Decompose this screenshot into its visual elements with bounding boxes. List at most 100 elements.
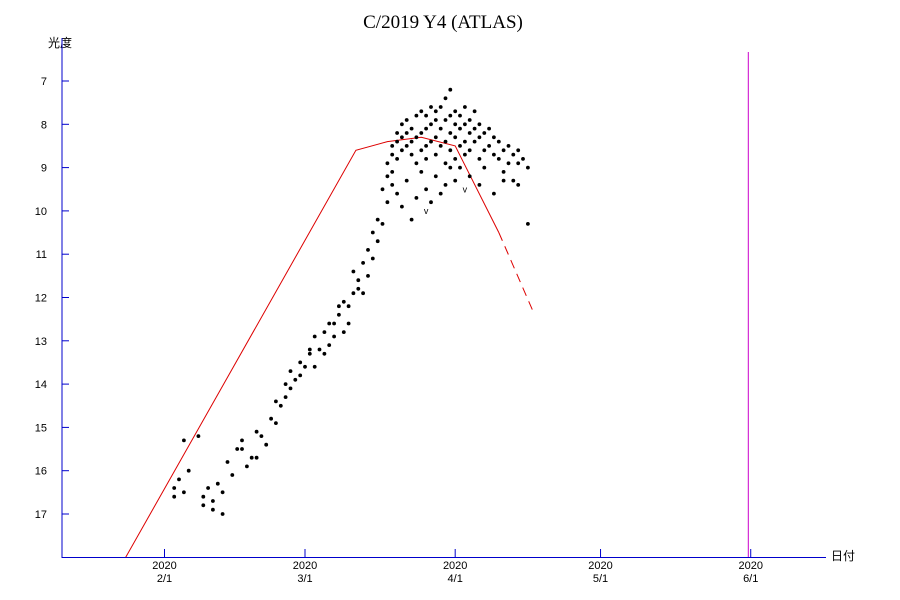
observation-point (201, 503, 206, 508)
observation-point (274, 399, 278, 404)
observation-point (414, 135, 419, 140)
observation-point (404, 131, 409, 135)
observation-point (201, 494, 206, 499)
observation-point (400, 148, 404, 153)
observation-point (366, 248, 370, 252)
observation-point (414, 113, 419, 118)
observation-point (211, 507, 215, 512)
observation-point (433, 135, 438, 140)
observation-point (186, 468, 191, 473)
observation-point (264, 442, 269, 447)
observation-point (395, 131, 399, 135)
observation-point (370, 256, 375, 261)
observation-point (467, 148, 472, 153)
observation-point (472, 139, 477, 144)
x-tick-date: 4/1 (448, 573, 463, 585)
observation-point (414, 161, 419, 166)
y-tick-label: 16 (35, 466, 47, 478)
observation-point (448, 113, 453, 118)
observation-point (438, 126, 443, 131)
observation-point (463, 122, 467, 127)
observation-point (516, 161, 521, 166)
x-tick-year: 2020 (293, 560, 317, 572)
observation-point (438, 105, 443, 109)
observation-point (312, 364, 317, 369)
observation-point (196, 434, 201, 438)
observation-point (385, 161, 390, 166)
y-axis-label: 光度 (48, 35, 72, 50)
observation-point (361, 261, 365, 265)
observation-point (443, 161, 448, 166)
observation-point (429, 200, 433, 205)
observation-point (182, 490, 186, 495)
x-tick-date: 2/1 (157, 573, 172, 585)
x-axis-label: 日付 (831, 549, 855, 563)
observation-point (409, 152, 414, 157)
observation-point (448, 131, 453, 135)
observation-point (211, 499, 215, 503)
observation-point (206, 486, 211, 490)
observation-point (458, 126, 462, 131)
observation-point (477, 157, 482, 161)
observation-point (385, 200, 390, 205)
observation-point (385, 174, 390, 179)
observation-point (482, 131, 487, 135)
observation-point (526, 222, 530, 226)
observation-point (390, 183, 395, 187)
y-ticks-layer: 7 8 9 10 11 12 13 14 15 16 17 (35, 76, 69, 521)
observation-point (307, 347, 312, 352)
x-tick-year: 2020 (443, 560, 467, 572)
observation-point (346, 304, 351, 309)
observation-point (370, 230, 375, 235)
observation-point (467, 174, 472, 179)
observation-point (424, 157, 428, 161)
observation-point (492, 152, 496, 157)
observation-point (404, 118, 409, 122)
observation-point (337, 304, 341, 309)
observation-point (443, 118, 448, 122)
observation-point (506, 144, 511, 148)
observation-point (448, 87, 453, 92)
y-tick-label: 7 (41, 76, 47, 88)
observation-point (448, 165, 453, 170)
observation-point (409, 217, 414, 222)
observation-point (433, 118, 438, 122)
lower-limit-mark: v (463, 184, 468, 194)
observation-point (303, 364, 307, 369)
observation-point (438, 144, 443, 148)
observation-point (240, 438, 244, 443)
observation-point (259, 434, 264, 438)
observation-point (424, 126, 428, 131)
observation-point (288, 386, 293, 391)
observation-point (274, 421, 278, 425)
chart-title: C/2019 Y4 (ATLAS) (363, 12, 523, 33)
x-tick-date: 5/1 (593, 573, 608, 585)
observation-point (487, 126, 491, 131)
observation-point (351, 269, 356, 274)
observation-point (453, 122, 458, 127)
observation-point (448, 148, 453, 153)
observation-point (235, 447, 240, 451)
observation-point (467, 131, 472, 135)
observation-point (356, 286, 361, 291)
observation-point (390, 170, 395, 174)
observation-point (254, 429, 259, 434)
observation-point (172, 494, 177, 499)
observation-point (254, 455, 259, 460)
observation-point (443, 183, 448, 187)
y-tick-label: 13 (35, 336, 47, 348)
fit-curve-layer (125, 136, 534, 558)
observation-point (453, 109, 458, 114)
observation-point (511, 152, 516, 157)
observation-point (249, 455, 254, 460)
observation-point (177, 477, 181, 482)
observation-point (424, 144, 428, 148)
observation-point (283, 382, 288, 386)
observation-point (414, 196, 419, 200)
y-tick-label: 14 (35, 379, 47, 391)
observation-point (443, 139, 448, 144)
observation-point (327, 343, 332, 347)
observation-point (482, 148, 487, 153)
observation-point (215, 481, 220, 486)
